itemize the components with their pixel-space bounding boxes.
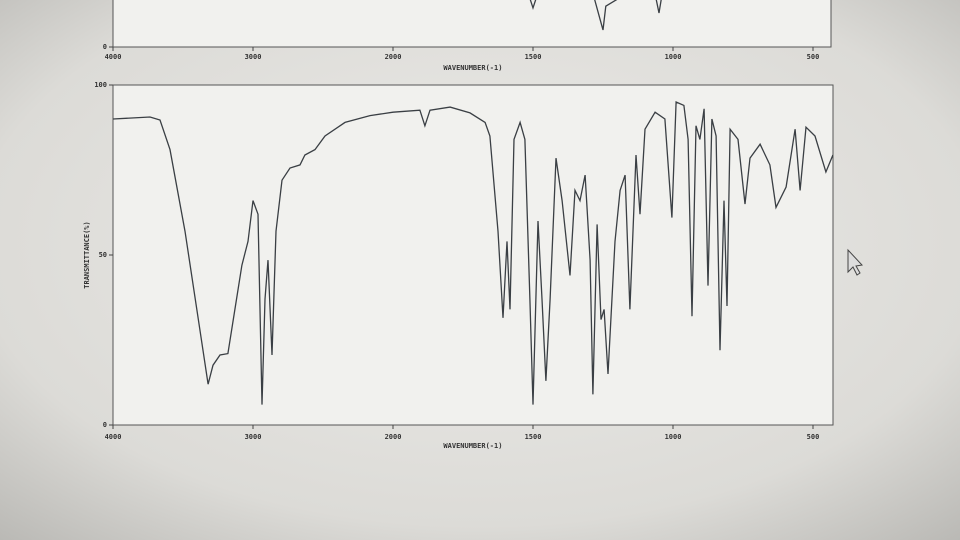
x-axis-label: WAVENUMBER(-1)	[443, 64, 502, 72]
x-tick-label: 2000	[385, 433, 402, 441]
x-tick-label: 1500	[525, 53, 542, 61]
spectrum-line	[113, 101, 833, 405]
x-axis-label: WAVENUMBER(-1)	[443, 442, 502, 450]
cursor	[847, 248, 864, 276]
x-tick-label: 4000	[105, 433, 122, 441]
main-plot-frame	[112, 84, 834, 426]
y-axis-label: TRANSMITTANCE(%)	[83, 221, 91, 288]
top-plot-frame	[112, 0, 832, 48]
x-tick-label: 4000	[105, 53, 122, 61]
x-tick-label: 3000	[245, 433, 262, 441]
x-tick-label: 1000	[665, 433, 682, 441]
y-tick-label: 100	[94, 81, 107, 89]
x-tick-label: 3000	[245, 53, 262, 61]
spectrum-line	[529, 0, 662, 31]
x-tick-label: 2000	[385, 53, 402, 61]
y-tick-label: 0	[103, 421, 107, 429]
x-tick-label: 500	[807, 53, 820, 61]
x-tick-label: 1000	[665, 53, 682, 61]
y-tick-label: 0	[103, 43, 107, 51]
x-tick-label: 500	[807, 433, 820, 441]
y-tick-label: 50	[99, 251, 107, 259]
x-tick-label: 1500	[525, 433, 542, 441]
